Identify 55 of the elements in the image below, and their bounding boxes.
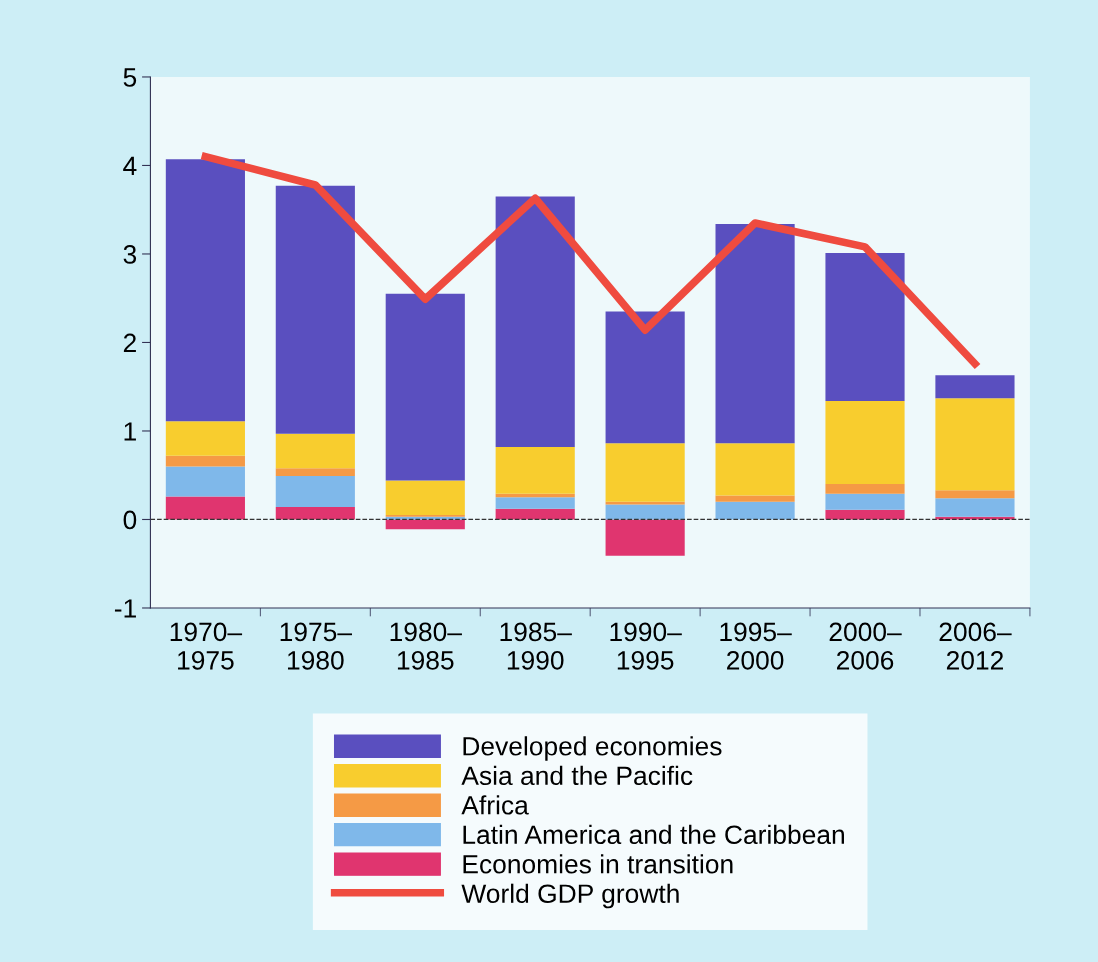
y-tick-label: -1 bbox=[114, 599, 136, 618]
bar bbox=[275, 507, 355, 520]
bar bbox=[495, 508, 575, 520]
legend-label: Asia and the Pacific bbox=[461, 765, 693, 786]
y-tick-label: 3 bbox=[123, 245, 137, 264]
bar bbox=[165, 421, 245, 456]
bar bbox=[385, 480, 465, 516]
bar bbox=[275, 433, 355, 469]
bar bbox=[165, 496, 245, 520]
bar bbox=[275, 468, 355, 477]
bar bbox=[825, 493, 905, 510]
legend-label: Economies in transition bbox=[463, 854, 733, 874]
bar bbox=[715, 495, 795, 502]
bar bbox=[165, 466, 245, 497]
bar bbox=[385, 519, 465, 530]
bar bbox=[495, 196, 575, 447]
x-tick-label: 2000– 2006 bbox=[829, 622, 902, 670]
bar bbox=[275, 185, 355, 434]
bar bbox=[825, 400, 905, 485]
x-tick-label: 2006– 2012 bbox=[939, 622, 1012, 670]
bar bbox=[715, 223, 795, 444]
y-tick-label: 1 bbox=[124, 422, 136, 441]
bar bbox=[935, 375, 1015, 399]
x-tick-label: 1985– 1990 bbox=[500, 622, 572, 670]
legend-label: Africa bbox=[461, 795, 529, 815]
y-tick-label: 2 bbox=[123, 333, 136, 353]
bar bbox=[935, 498, 1015, 517]
bar bbox=[935, 398, 1015, 491]
x-tick-label: 1995– 2000 bbox=[720, 622, 792, 670]
bar bbox=[275, 476, 355, 508]
bar bbox=[825, 253, 905, 401]
x-tick-label: 1990– 1995 bbox=[610, 622, 682, 670]
bar bbox=[605, 443, 685, 502]
legend-label: Latin America and the Caribbean bbox=[463, 824, 844, 845]
bar bbox=[825, 484, 905, 494]
x-tick-label: 1970– 1975 bbox=[170, 622, 243, 670]
x-tick-label: 1980– 1985 bbox=[390, 622, 462, 670]
bar bbox=[935, 490, 1015, 499]
bar bbox=[605, 504, 685, 520]
bar bbox=[165, 455, 245, 467]
legend-label: World GDP growth bbox=[461, 883, 679, 909]
bar bbox=[715, 443, 795, 496]
bar bbox=[825, 509, 905, 520]
bar bbox=[165, 159, 245, 422]
legend-label: Developed economies bbox=[463, 736, 722, 761]
x-tick-label: 1975– 1980 bbox=[280, 622, 353, 670]
y-tick-label: 5 bbox=[123, 68, 137, 87]
y-tick-label: 4 bbox=[123, 156, 137, 176]
y-tick-label: 0 bbox=[123, 510, 137, 530]
bar bbox=[715, 501, 795, 520]
bar bbox=[605, 519, 685, 556]
bar bbox=[495, 446, 575, 494]
bar bbox=[495, 497, 575, 509]
bar bbox=[605, 311, 685, 444]
bar bbox=[385, 293, 465, 481]
